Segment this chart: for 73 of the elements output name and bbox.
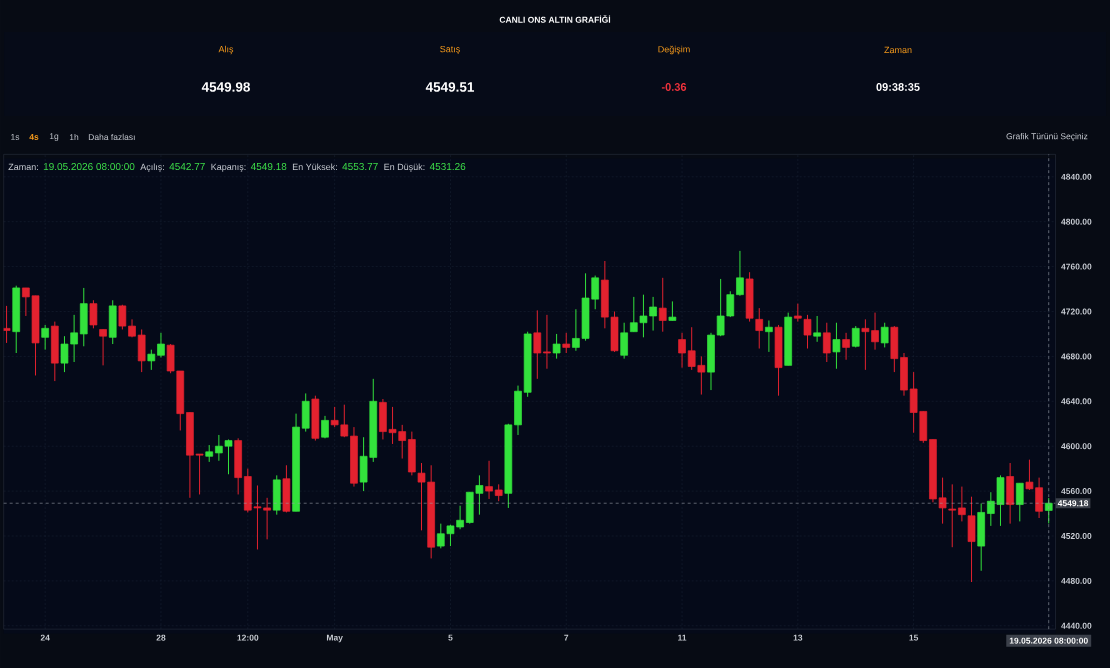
candlestick <box>157 332 165 359</box>
x-tick-label: 19.05.2026 08:00:00 <box>1009 637 1088 644</box>
candlestick <box>1015 482 1024 522</box>
text: Alış <box>218 45 234 55</box>
candlestick <box>678 332 686 369</box>
y-tick-label: 4760.00 <box>1061 263 1092 270</box>
annotation: 19.05.2026 08:00:00 <box>43 163 135 171</box>
y-tick-label: 4440.00 <box>1061 622 1092 629</box>
candlestick <box>803 314 812 350</box>
candlestick <box>485 460 493 500</box>
x-tick-label: 24 <box>40 634 50 641</box>
x-tick-label: 28 <box>156 634 166 641</box>
text: 4549.51 <box>425 82 475 92</box>
x-tick-label: 15 <box>909 634 919 641</box>
y-tick-label: 4520.00 <box>1061 532 1092 539</box>
candlestick <box>668 300 677 321</box>
annotation: 4549.18 <box>250 163 287 171</box>
candlestick <box>543 314 551 370</box>
text: 1s <box>11 134 20 140</box>
candlestick <box>813 315 821 343</box>
annotation: Açılış: <box>140 163 164 172</box>
ref-line-label: 4549.18 <box>1057 500 1089 507</box>
candlestick <box>41 324 49 351</box>
candlestick <box>658 277 667 333</box>
y-tick-label: 4800.00 <box>1061 218 1092 225</box>
candlestick <box>147 349 156 371</box>
candlestick <box>832 322 841 370</box>
x-tick-label: 11 <box>678 634 687 641</box>
y-tick-label: 4640.00 <box>1061 398 1092 405</box>
text: 09:38:35 <box>876 83 920 91</box>
annotation: 4531.26 <box>429 163 466 171</box>
candlestick <box>822 322 831 363</box>
candlestick <box>755 307 764 350</box>
text: 4549.98 <box>201 82 250 92</box>
candlestick <box>880 322 889 348</box>
text: 1h <box>69 133 79 141</box>
annotation: Zaman: <box>8 163 38 171</box>
candlestick <box>533 309 542 380</box>
text: 1g <box>49 133 59 141</box>
y-tick-label: 4600.00 <box>1061 443 1092 450</box>
text: Satış <box>440 45 460 55</box>
candlestick <box>99 328 107 366</box>
candlestick <box>552 333 561 360</box>
candlestick <box>736 250 744 297</box>
text: -0.36 <box>661 83 687 91</box>
candlestick <box>562 332 571 354</box>
candlestick <box>89 299 98 329</box>
annotation: Kapanış: <box>211 163 246 172</box>
text: Değişim <box>658 45 690 55</box>
annotation: 4542.77 <box>169 163 205 171</box>
y-tick-label: 4720.00 <box>1061 308 1092 315</box>
x-tick-label: May <box>326 634 343 643</box>
y-tick-label: 4680.00 <box>1061 353 1092 360</box>
candlestick <box>958 486 966 522</box>
candlestick <box>765 319 773 353</box>
candlestick <box>620 322 628 360</box>
text: Grafik Türünü Seçiniz <box>1006 133 1088 141</box>
x-tick-label: 7 <box>564 634 569 641</box>
text: 4s <box>29 134 39 140</box>
x-tick-label: 5 <box>448 634 453 641</box>
annotation: En Düşük: <box>384 163 425 172</box>
x-tick-label: 13 <box>793 634 803 641</box>
annotation: En Yüksek: <box>292 163 337 171</box>
y-tick-label: 4480.00 <box>1061 577 1092 584</box>
text: Daha fazlası <box>88 133 135 141</box>
x-tick-label: 12:00 <box>237 634 259 641</box>
candlestick <box>118 304 127 330</box>
chart-title: CANLI ONS ALTIN GRAFİĞİ <box>499 15 611 23</box>
text: Zaman <box>884 46 912 54</box>
y-tick-label: 4840.00 <box>1061 173 1092 180</box>
candlestick <box>842 332 850 361</box>
y-tick-label: 4560.00 <box>1061 488 1092 495</box>
annotation: 4553.77 <box>342 163 378 171</box>
